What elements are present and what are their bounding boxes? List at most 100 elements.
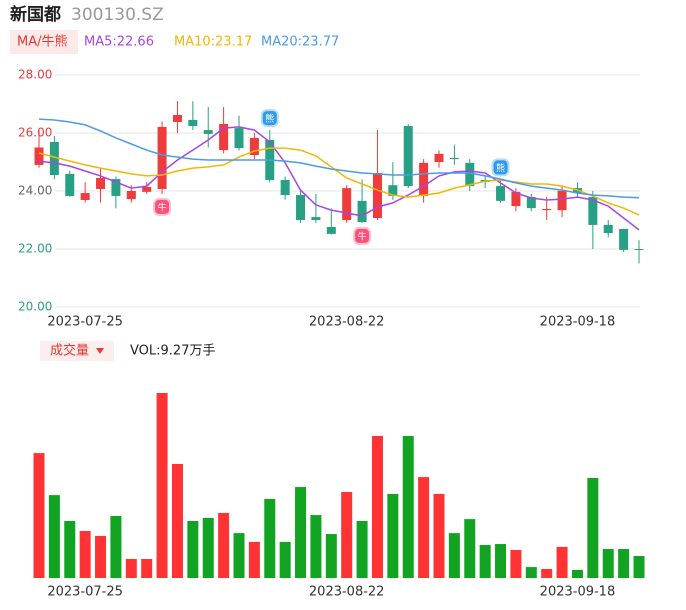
- volume-bar: [233, 533, 245, 578]
- volume-bar: [310, 515, 322, 578]
- volume-bar: [79, 530, 91, 578]
- candle-body: [342, 188, 352, 220]
- candle-body: [49, 141, 59, 176]
- volume-bar: [110, 516, 122, 578]
- signal-label: 熊: [496, 162, 505, 174]
- volume-bar: [325, 534, 337, 578]
- candle-body: [188, 119, 198, 127]
- volume-bar: [571, 569, 583, 578]
- volume-button[interactable]: [40, 341, 114, 361]
- volume-bar: [525, 567, 537, 578]
- volume-bar: [248, 541, 260, 578]
- volume-bar: [48, 495, 60, 578]
- volume-bar: [202, 517, 214, 578]
- legend-entry: MA10:23.17: [174, 35, 252, 50]
- candle-body: [419, 162, 429, 196]
- candle-body: [526, 197, 536, 209]
- signal-label: 牛: [358, 230, 367, 242]
- volume-bar: [279, 541, 291, 578]
- signal-label: 熊: [265, 113, 274, 125]
- candle-body: [619, 228, 629, 250]
- signal-badge: [260, 109, 279, 128]
- y-tick-label: 26.00: [18, 126, 52, 140]
- indicator-button[interactable]: [10, 30, 78, 54]
- ma-line: [38, 118, 640, 199]
- volume-bar: [95, 535, 107, 578]
- volume-bar: [371, 435, 383, 578]
- volume-bar: [156, 393, 168, 578]
- volume-bar: [264, 498, 276, 578]
- volume-bar: [418, 477, 430, 578]
- volume-title[interactable]: 成交量: [50, 343, 89, 359]
- candle-body: [357, 200, 367, 223]
- volume-bar: [618, 549, 630, 578]
- candle-body: [588, 197, 598, 225]
- candle-body: [511, 191, 521, 207]
- candle-body: [326, 226, 336, 234]
- dropdown-arrow[interactable]: [96, 348, 104, 354]
- volume-bar: [402, 435, 414, 578]
- volume-bar: [602, 549, 614, 578]
- candle-body: [249, 137, 259, 156]
- volume-bar: [33, 453, 45, 578]
- candle-body: [388, 185, 398, 196]
- candle-body: [126, 191, 136, 200]
- legend-entry: MA5:22.66: [84, 35, 154, 50]
- candle-body: [496, 186, 506, 201]
- volume-bar: [141, 559, 153, 578]
- x-tick-label: 2023-07-25: [47, 315, 123, 330]
- candle-body: [96, 177, 106, 189]
- legend-entry: MA20:23.77: [261, 35, 339, 50]
- candle-body: [603, 224, 613, 234]
- stock-code: 300130.SZ: [71, 5, 164, 25]
- candle-body: [449, 157, 459, 160]
- volume-bar: [633, 555, 645, 578]
- volume-info: VOL:9.27万手: [130, 344, 215, 359]
- volume-bar: [479, 544, 491, 578]
- ma-line: [38, 147, 640, 216]
- candle-body: [557, 191, 567, 211]
- candle-body: [80, 193, 90, 200]
- candle-body: [34, 147, 44, 165]
- volume-bar: [125, 559, 137, 578]
- x-tick-label: 2023-09-18: [540, 315, 616, 330]
- volume-bar: [295, 487, 307, 578]
- x-tick-label: 2023-08-22: [309, 585, 385, 600]
- volume-bar: [387, 493, 399, 578]
- volume-bar: [64, 521, 76, 578]
- signal-badge: [491, 158, 510, 177]
- volume-bar: [587, 478, 599, 578]
- candle-body: [434, 153, 444, 162]
- candle-body: [280, 179, 290, 196]
- candle-body: [542, 208, 552, 211]
- candle-body: [234, 128, 244, 149]
- candle-body: [403, 126, 413, 187]
- candle-body: [172, 115, 182, 122]
- volume-bar: [218, 512, 230, 578]
- signal-badge: [353, 226, 372, 245]
- candle-body: [203, 130, 213, 134]
- y-tick-label: 24.00: [18, 184, 52, 198]
- volume-bar: [510, 549, 522, 578]
- volume-bar: [464, 519, 476, 578]
- candle-body: [111, 179, 121, 196]
- volume-bar: [433, 493, 445, 578]
- volume-bar: [541, 568, 553, 578]
- candle-body: [311, 217, 321, 220]
- volume-bar: [187, 521, 199, 578]
- signal-badge: [153, 197, 172, 216]
- candle-body: [372, 173, 382, 218]
- ma-line: [38, 126, 640, 231]
- indicator-label[interactable]: MA/牛熊: [17, 34, 68, 50]
- candle-body: [219, 124, 229, 151]
- volume-bar: [356, 521, 368, 578]
- signal-label: 牛: [158, 201, 167, 213]
- volume-bar: [448, 533, 460, 578]
- volume-bar: [341, 492, 353, 578]
- volume-bar: [556, 546, 568, 578]
- volume-bar: [495, 544, 507, 578]
- candle-body: [634, 249, 644, 250]
- candle-body: [65, 173, 75, 196]
- candle-body: [465, 162, 475, 187]
